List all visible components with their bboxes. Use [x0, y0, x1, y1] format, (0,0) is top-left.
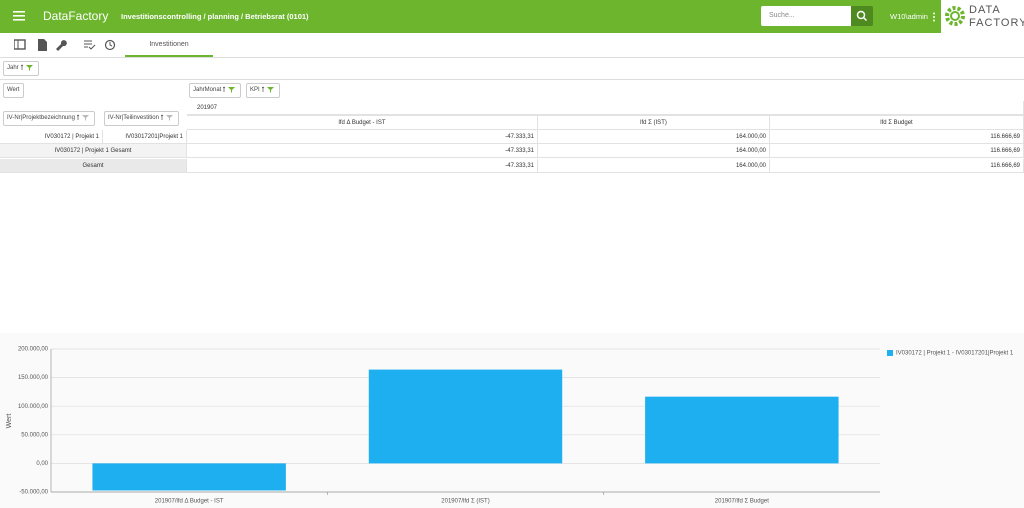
bar: [369, 370, 562, 464]
pivot-area: Jahr Wert JahrMonat KPI IV-Nr|Projektbezeich…: [0, 0, 1024, 180]
chip-label: JahrMonat: [193, 87, 221, 93]
y-tick-label: 50.000,00: [21, 432, 48, 438]
chip-label: KPI: [250, 87, 260, 93]
row-header: Gesamt: [0, 159, 187, 173]
chip-label: IV-Nr|Projektbezeichnung: [7, 115, 75, 121]
y-tick-label: 100.000,00: [18, 404, 49, 410]
bar: [92, 463, 285, 490]
column-header: lfd Δ Budget - IST: [187, 115, 538, 130]
row-header: IV030172 | Projekt 1 Gesamt: [0, 144, 187, 158]
row-field-chip[interactable]: IV-Nr|Teilinvestition: [104, 111, 179, 126]
column-header: lfd Σ (IST): [538, 115, 770, 130]
row-header: IV030172 | Projekt 1: [0, 130, 103, 144]
chip-label: Wert: [7, 87, 20, 93]
value-cell: -47.333,31: [187, 130, 538, 144]
value-cell: -47.333,31: [187, 159, 538, 173]
column-header: lfd Σ Budget: [770, 115, 1024, 130]
legend-swatch: [887, 350, 893, 356]
y-tick-label: 0,00: [36, 461, 48, 467]
y-tick-label: -50.000,00: [19, 490, 48, 496]
chip-label: IV-Nr|Teilinvestition: [108, 115, 159, 121]
y-tick-label: 200.000,00: [18, 347, 49, 353]
value-cell: 164.000,00: [538, 144, 770, 158]
y-tick-label: 150.000,00: [18, 375, 49, 381]
value-cell: 116.666,69: [770, 144, 1024, 158]
legend-label: IV030172 | Projekt 1 - IV03017201|Projek…: [896, 351, 1014, 357]
row-field-chip[interactable]: IV-Nr|Projektbezeichnung: [3, 111, 95, 126]
y-axis-label: Wert: [6, 414, 13, 429]
column-field-chip[interactable]: JahrMonat: [189, 83, 241, 98]
value-cell: 164.000,00: [538, 159, 770, 173]
filter-chip[interactable]: Jahr: [3, 61, 39, 76]
bar: [645, 397, 838, 464]
column-group-header: 201907: [187, 101, 1024, 115]
x-tick-label: 201907/lfd Σ (IST): [441, 499, 489, 505]
column-field-chip[interactable]: KPI: [246, 83, 280, 98]
value-cell: 116.666,69: [770, 159, 1024, 173]
x-tick-label: 201907/lfd Σ Budget: [715, 499, 769, 505]
value-chip[interactable]: Wert: [3, 83, 24, 98]
chart: Wert -50.000,00 0,00 50.000,00 100.000,00 15…: [0, 333, 1024, 508]
x-tick-label: 201907/lfd Δ Budget - IST: [155, 499, 224, 505]
value-cell: 164.000,00: [538, 130, 770, 144]
value-cell: 116.666,69: [770, 130, 1024, 144]
row-header: IV03017201|Projekt 1: [103, 130, 187, 144]
chip-label: Jahr: [7, 65, 19, 71]
value-cell: -47.333,31: [187, 144, 538, 158]
